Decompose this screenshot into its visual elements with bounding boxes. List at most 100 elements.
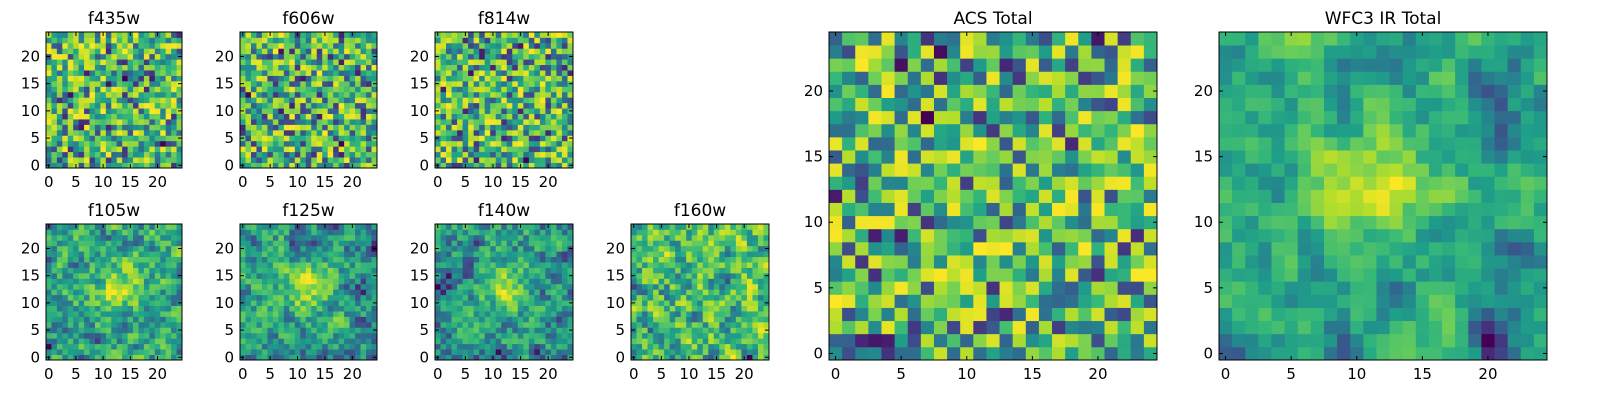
heatmap-cell [289,157,296,163]
heatmap-cell [305,102,312,109]
heatmap-cell [283,354,290,361]
heatmap-cell [528,146,535,153]
heatmap-cell [67,240,74,247]
heatmap-cell [333,97,340,104]
heatmap-cell [305,267,312,274]
heatmap-cell [763,267,770,274]
heatmap-cell [746,354,753,361]
heatmap-cell [138,240,145,247]
heatmap-cell [94,240,101,247]
heatmap-cell [344,37,350,44]
heatmap-cell [311,119,318,125]
heatmap-cell [947,268,961,282]
heatmap-cell [556,32,563,38]
heatmap-cell [757,256,764,263]
heatmap-cell [56,321,63,328]
heatmap-cell [78,140,85,147]
heatmap-cell [757,283,764,290]
heatmap-cell [46,283,52,290]
heatmap-cell [256,59,263,66]
heatmap-cell [457,91,463,98]
heatmap-cell [283,151,290,158]
heatmap-cell [149,80,156,87]
heatmap-cell [561,278,568,285]
heatmap-cell [360,343,367,350]
heatmap-cell [495,80,502,87]
heatmap-cell [697,278,704,285]
heatmap-cell [294,135,301,142]
heatmap-cell [435,305,441,312]
heatmap-cell [176,305,183,312]
heatmap-cell [289,129,296,136]
heatmap-cell [333,229,340,236]
heatmap-cell [556,151,563,158]
heatmap-cell [289,354,296,361]
heatmap-cell [746,305,753,312]
heatmap-cell [122,37,128,44]
heatmap-cell [56,251,63,258]
heatmap-cell [446,338,452,345]
heatmap-cell [752,245,759,252]
heatmap-cell [647,278,654,285]
heatmap-cell [451,135,458,142]
heatmap-cell [245,234,252,241]
heatmap-cell [855,268,869,282]
heatmap-cell [333,157,340,163]
heatmap-cell [881,163,895,177]
heatmap-cell [133,283,139,290]
heatmap-cell [56,311,63,317]
heatmap-cell [154,140,161,147]
heatmap-cell [56,256,63,263]
heatmap-cell [642,305,648,312]
heatmap-cell [245,37,252,44]
heatmap-cell [473,327,480,334]
heatmap-cell [669,354,676,361]
x-tick-label: 0 [433,173,443,191]
heatmap-cell [462,146,469,153]
heatmap-cell [305,338,312,345]
heatmap-cell [664,278,671,285]
heatmap-cell [567,294,574,301]
heatmap-cell [94,70,101,76]
heatmap-cell [165,48,172,55]
heatmap-cell [127,278,134,285]
heatmap-cell [51,42,58,49]
heatmap-cell [741,283,748,290]
heatmap-cell [245,278,252,285]
heatmap-cell [1025,202,1040,217]
heatmap-cell [523,294,530,301]
heatmap-cell [261,86,268,93]
heatmap-cell [261,70,268,76]
heatmap-cell [51,256,58,263]
heatmap-cell [735,338,742,345]
heatmap-cell [62,75,69,82]
heatmap-cell [457,224,463,230]
heatmap-cell [735,229,742,236]
heatmap-cell [322,97,329,104]
heatmap-cell [138,102,145,109]
heatmap-cell [322,140,329,147]
heatmap-cell [62,240,69,247]
heatmap-cell [122,124,128,131]
heatmap-cell [517,267,524,274]
y-tick-label: 10 [606,294,625,312]
heatmap-cell [664,256,671,263]
heatmap-cell [133,59,139,66]
heatmap-cell [84,64,90,71]
heatmap-cell [708,327,715,334]
heatmap-cell [1038,320,1053,335]
heatmap-cell [56,59,63,66]
heatmap-cell [272,283,279,290]
heatmap-cell [855,176,869,190]
heatmap-cell [495,129,502,136]
heatmap-cell [316,262,323,268]
heatmap-cell [316,256,323,263]
heatmap-cell [73,272,80,279]
heatmap-cell [719,343,726,350]
heatmap-cell [51,151,58,158]
heatmap-cell [545,53,552,60]
heatmap-cell [506,135,513,142]
heatmap-cell [261,119,268,125]
heatmap-cell [1130,241,1145,256]
heatmap-cell [154,53,161,60]
